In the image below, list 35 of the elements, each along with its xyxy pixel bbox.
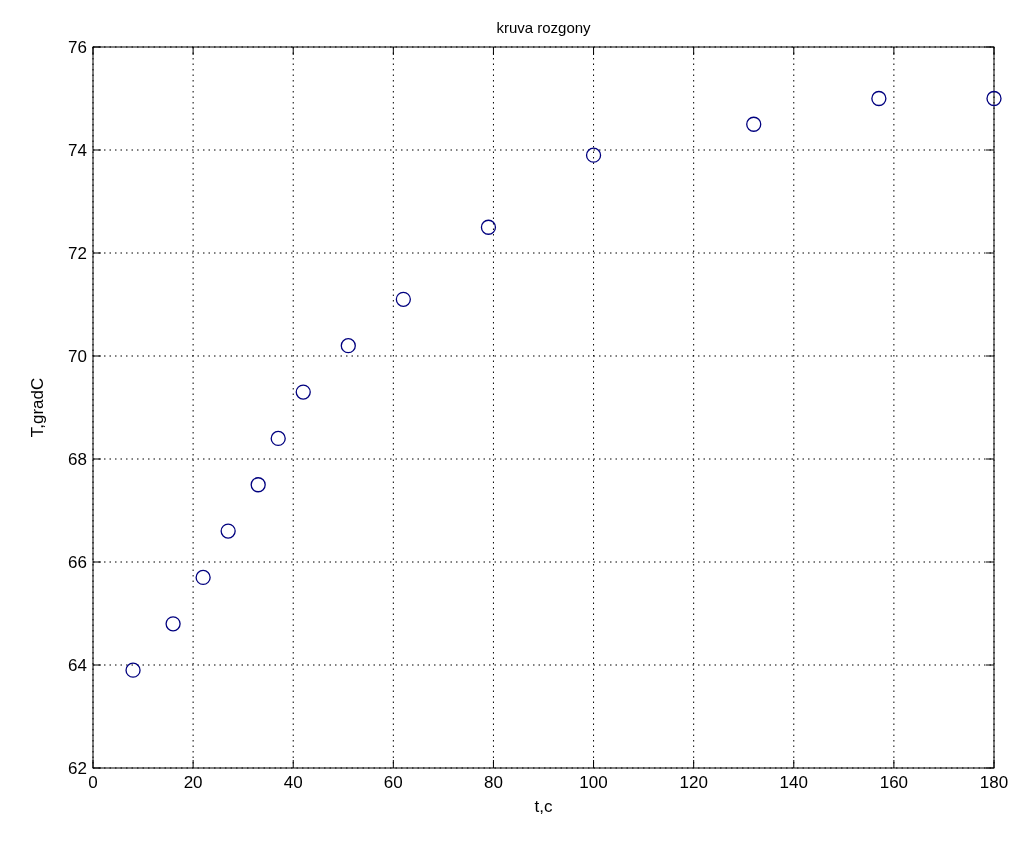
point bbox=[250, 477, 266, 493]
point bbox=[395, 291, 411, 307]
y-axis-title: T,gradC bbox=[28, 377, 47, 438]
y-tick-label: 72 bbox=[68, 243, 87, 263]
point bbox=[220, 523, 236, 539]
point bbox=[340, 338, 356, 354]
point bbox=[295, 384, 311, 400]
y-tick-label: 76 bbox=[68, 37, 87, 57]
y-tick-label: 64 bbox=[68, 655, 87, 675]
y-tick-label: 70 bbox=[68, 346, 87, 366]
x-tick-label: 80 bbox=[483, 773, 503, 792]
y-tick-label: 62 bbox=[68, 758, 87, 778]
x-tick-label: 0 bbox=[88, 773, 98, 792]
point bbox=[871, 90, 887, 107]
x-tick-label: 180 bbox=[979, 773, 1009, 792]
y-tick-label: 74 bbox=[68, 140, 87, 160]
point bbox=[585, 147, 602, 163]
x-tick-label: 40 bbox=[283, 773, 303, 792]
x-tick-label: 160 bbox=[879, 773, 909, 792]
x-tick-label: 60 bbox=[383, 773, 403, 792]
chart-title: kruva rozgony bbox=[496, 19, 592, 36]
y-tick-label: 66 bbox=[68, 552, 87, 572]
point bbox=[986, 90, 1002, 107]
y-tick-label: 68 bbox=[68, 449, 87, 469]
x-tick-label: 20 bbox=[183, 773, 203, 792]
point bbox=[480, 219, 497, 235]
x-tick-label: 120 bbox=[679, 773, 708, 792]
x-tick-label: 140 bbox=[779, 773, 808, 792]
point bbox=[270, 430, 286, 447]
point bbox=[746, 116, 762, 132]
point bbox=[195, 569, 211, 586]
point bbox=[165, 616, 181, 632]
x-axis-title: t,c bbox=[534, 797, 553, 816]
point bbox=[125, 662, 141, 678]
x-tick-label: 100 bbox=[579, 773, 608, 792]
